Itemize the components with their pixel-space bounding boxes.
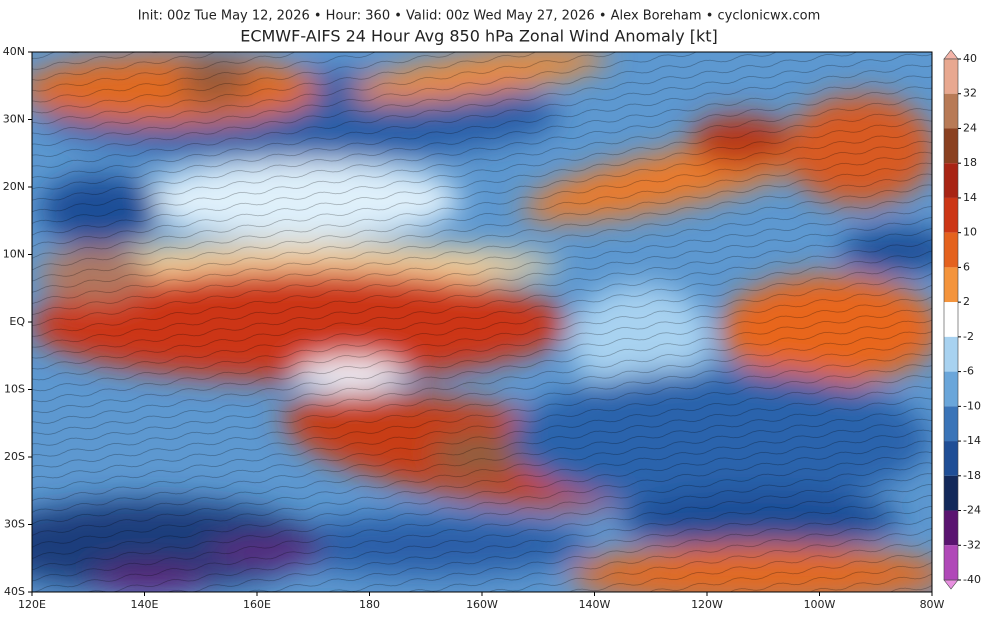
lon-label: 120E	[18, 598, 46, 611]
colorbar-tick-label: -40	[963, 573, 981, 586]
lat-label: 30S	[4, 518, 25, 531]
colorbar-segment	[944, 371, 958, 407]
colorbar-tick-label: 40	[963, 52, 977, 65]
colorbar-segment	[944, 197, 958, 233]
colorbar-segment	[944, 128, 958, 164]
header-info: Init: 00z Tue May 12, 2026 • Hour: 360 •…	[138, 9, 821, 24]
colorbar-frame	[943, 58, 959, 581]
colorbar-segment	[944, 232, 958, 268]
colorbar-tick-label: -2	[963, 330, 974, 343]
colorbar-segment	[944, 545, 958, 580]
colorbar-segment	[944, 59, 958, 94]
lat-label: 20S	[4, 450, 25, 463]
colorbar-over	[943, 49, 959, 60]
colorbar-tick-label: 32	[963, 87, 977, 100]
lon-label: 180	[359, 598, 380, 611]
colorbar-segment	[944, 406, 958, 442]
colorbar-tick-label: -32	[963, 538, 981, 551]
colorbar: 40 32 24 18 14 10 6 2 -2 -6 -10 -14 -18 -24 -32 -40	[943, 49, 981, 590]
wind-field	[32, 52, 932, 592]
lat-label: 40N	[3, 45, 25, 58]
lon-label: 80W	[920, 598, 945, 611]
colorbar-segment	[944, 336, 958, 372]
lat-label: EQ	[9, 315, 25, 328]
lon-label: 140W	[579, 598, 611, 611]
colorbar-segment	[944, 267, 958, 303]
colorbar-tick-label: -10	[963, 399, 981, 412]
colorbar-tick-label: -14	[963, 434, 981, 447]
colorbar-tick-label: 10	[963, 226, 977, 239]
lon-label: 140E	[131, 598, 159, 611]
colorbar-segment	[944, 93, 958, 129]
lon-label: 160E	[243, 598, 271, 611]
map-title: ECMWF-AIFS 24 Hour Avg 850 hPa Zonal Win…	[240, 27, 718, 46]
lat-label: 20N	[3, 180, 25, 193]
lon-label: 100W	[804, 598, 836, 611]
colorbar-tick-label: 14	[963, 191, 977, 204]
lon-label: 120W	[691, 598, 723, 611]
colorbar-segment	[944, 441, 958, 476]
colorbar-tick-label: 24	[963, 121, 977, 134]
colorbar-tick-label: 2	[963, 295, 970, 308]
colorbar-segment	[944, 302, 958, 337]
colorbar-tick-label: -18	[963, 469, 981, 482]
colorbar-tick-label: -24	[963, 504, 981, 517]
lat-label: 30N	[3, 113, 25, 126]
colorbar-segment	[944, 475, 958, 511]
colorbar-tick-label: 18	[963, 156, 977, 169]
colorbar-segment	[944, 163, 958, 198]
colorbar-tick-label: -6	[963, 365, 974, 378]
lon-label: 160W	[466, 598, 498, 611]
colorbar-tick-label: 6	[963, 260, 970, 273]
lat-label: 40S	[4, 585, 25, 598]
colorbar-segment	[944, 510, 958, 546]
colorbar-under	[943, 579, 959, 590]
lat-label: 10S	[4, 383, 25, 396]
lat-label: 10N	[3, 248, 25, 261]
